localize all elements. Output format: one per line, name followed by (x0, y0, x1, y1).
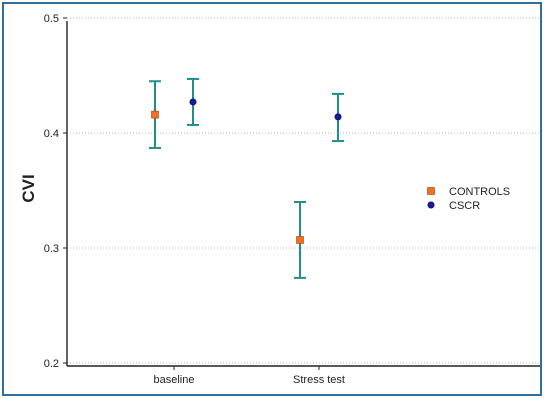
y-tick-labels: 0.2 0.3 0.4 0.5 (44, 13, 59, 370)
gridlines (67, 17, 540, 364)
figure-frame: 0.2 0.3 0.4 0.5 baseline Stress test CVI CON… (2, 2, 542, 396)
legend-entry-cscr: CSCR (427, 200, 480, 212)
legend-square-marker (427, 187, 435, 195)
y-tick-label-2: 0.4 (44, 128, 59, 140)
data-point-cscr-0 (189, 98, 197, 106)
legend-entry-controls: CONTROLS (427, 186, 510, 198)
legend: CONTROLS CSCR (427, 186, 510, 212)
errorbar-cscr-1 (332, 92, 344, 143)
data-point-cscr-1 (334, 113, 342, 121)
legend-circle-marker (427, 201, 435, 209)
errorbar-controls-1 (294, 201, 306, 279)
x-tick-labels: baseline Stress test (154, 374, 345, 386)
errorbar-controls-0 (149, 80, 161, 149)
y-axis-label: CVI (19, 174, 38, 202)
y-tick-label-0: 0.2 (44, 358, 59, 370)
x-tick-label-1: Stress test (293, 374, 345, 386)
x-tick-label-0: baseline (154, 374, 195, 386)
data-marks (149, 77, 344, 279)
legend-label-cscr: CSCR (449, 200, 480, 212)
data-point-controls-1 (296, 236, 304, 244)
y-tick-label-3: 0.5 (44, 13, 59, 25)
legend-label-controls: CONTROLS (449, 186, 510, 198)
y-tick-label-1: 0.3 (44, 243, 59, 255)
errorbar-cscr-0 (187, 77, 199, 126)
errorbar-chart: 0.2 0.3 0.4 0.5 baseline Stress test CVI CON… (19, 13, 540, 386)
axes (63, 17, 540, 370)
data-point-controls-0 (151, 110, 159, 119)
